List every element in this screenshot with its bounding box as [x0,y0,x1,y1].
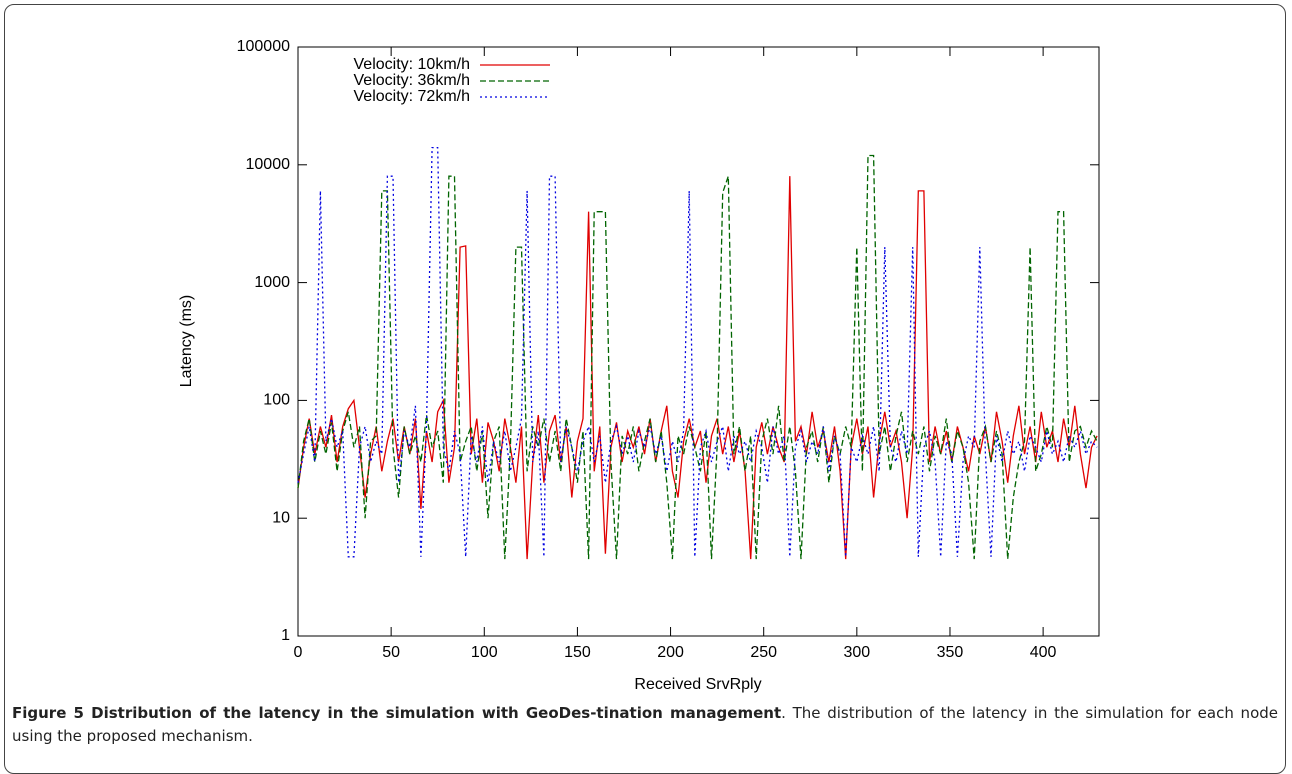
y-tick-label: 100000 [237,38,290,55]
chart: Received SrvRply Latency (ms) 1101001000… [178,38,1100,693]
x-tick-label: 50 [382,644,400,661]
x-tick-label: 150 [564,644,591,661]
y-tick-label: 10000 [246,156,291,173]
y-tick-label: 1 [281,627,290,644]
x-tick-label: 100 [471,644,498,661]
y-tick-label: 10 [272,509,290,526]
series-line [297,154,1098,560]
legend-label: Velocity: 36km/h [354,72,471,89]
x-tick-label: 0 [294,644,303,661]
series-line [297,176,1098,560]
legend-label: Velocity: 10km/h [354,56,471,73]
x-tick-label: 250 [750,644,777,661]
y-tick-label: 1000 [254,274,290,291]
caption: Figure 5 Distribution of the latency in … [12,702,1278,748]
caption-text: . The distribution of the latency in the… [12,704,1278,745]
y-axis-label: Latency (ms) [178,295,195,387]
x-tick-label: 300 [843,644,870,661]
x-tick-label: 350 [937,644,964,661]
y-tick-label: 100 [263,392,290,409]
caption-title: Figure 5 Distribution of the latency in … [12,704,782,722]
legend-label: Velocity: 72km/h [354,88,471,105]
x-tick-label: 400 [1030,644,1057,661]
x-axis-label: Received SrvRply [634,676,761,693]
series-line [297,146,1098,558]
plot-frame [297,46,1100,637]
x-tick-label: 200 [657,644,684,661]
